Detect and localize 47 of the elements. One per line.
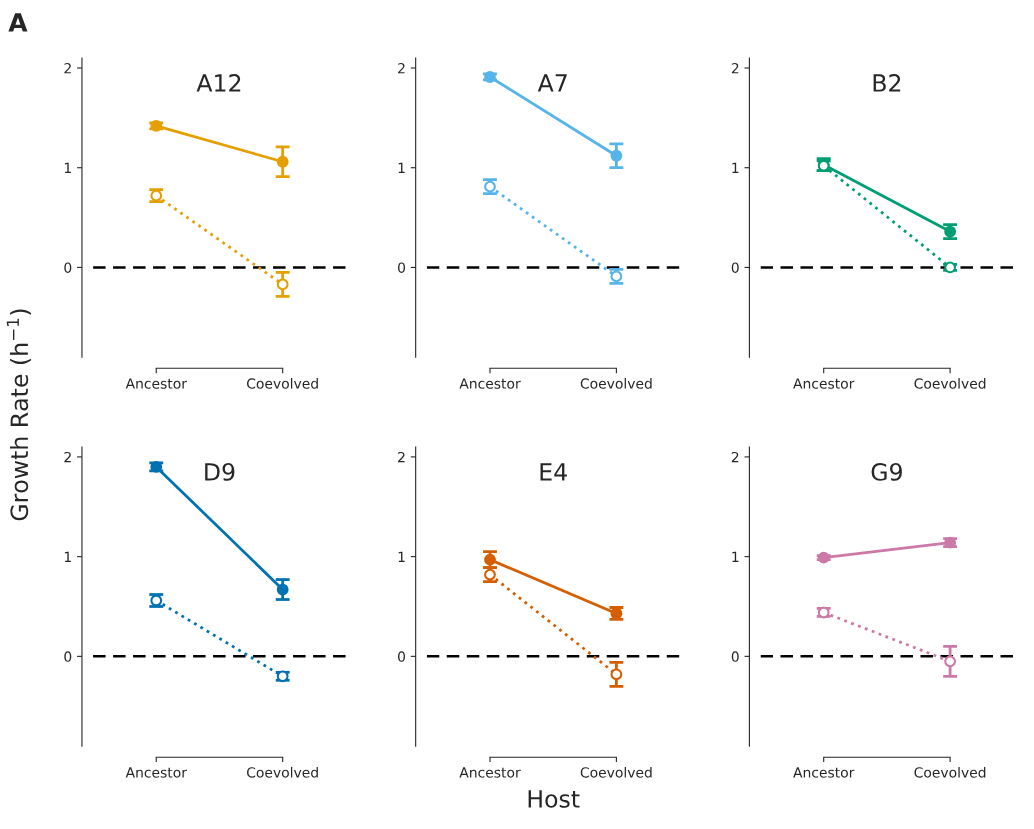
y-axis-title: Growth Rate (h$^{−1}$) [6, 309, 31, 521]
x-tick-label: Coevolved [914, 766, 986, 778]
y-tick-label: 2 [64, 451, 71, 463]
y-tick-label: 1 [64, 551, 71, 562]
x-axis-title: Host [528, 790, 580, 808]
x-tick-label: Ancestor [793, 767, 855, 778]
y-tick-label: 0 [731, 651, 739, 662]
point [944, 655, 957, 668]
x-tick-label: Ancestor [459, 378, 521, 389]
x-tick-label: Coevolved [580, 378, 652, 389]
y-tick-label: 1 [398, 162, 405, 173]
y-tick-label: 2 [398, 451, 405, 463]
y-tick-label: 0 [398, 651, 406, 662]
text: D9 [205, 462, 235, 481]
point [276, 583, 289, 596]
text: A12 [196, 74, 241, 92]
y-tick-label: 2 [731, 451, 739, 463]
y-tick-label: 2 [731, 62, 739, 74]
text: B2 [873, 74, 901, 92]
point [610, 668, 623, 681]
y-tick-label: 1 [732, 162, 739, 173]
y-tick-label: 0 [731, 262, 739, 273]
x-tick-label: Ancestor [793, 378, 855, 389]
text: G9 [871, 462, 902, 481]
x-tick-label: Ancestor [125, 767, 187, 778]
text: E4 [540, 463, 567, 481]
text: A7 [537, 74, 567, 92]
y-tick-label: 1 [398, 551, 405, 562]
y-tick-label: 1 [732, 551, 739, 562]
y-tick-label: 2 [64, 62, 71, 74]
point [276, 278, 289, 291]
point [610, 149, 623, 162]
x-tick-label: Coevolved [580, 766, 652, 778]
y-tick-label: 0 [64, 262, 72, 273]
point [817, 551, 830, 564]
text: A [8, 13, 28, 32]
y-tick-label: 1 [64, 162, 71, 173]
x-tick-label: Coevolved [914, 378, 986, 389]
y-tick-label: 2 [398, 62, 405, 74]
x-tick-label: Coevolved [247, 766, 318, 778]
x-tick-label: Coevolved [247, 378, 318, 389]
y-tick-label: 0 [398, 262, 406, 273]
x-tick-label: Ancestor [125, 378, 187, 389]
y-tick-label: 0 [64, 651, 72, 662]
point [276, 155, 289, 168]
point [944, 261, 957, 274]
x-tick-label: Ancestor [459, 767, 521, 778]
